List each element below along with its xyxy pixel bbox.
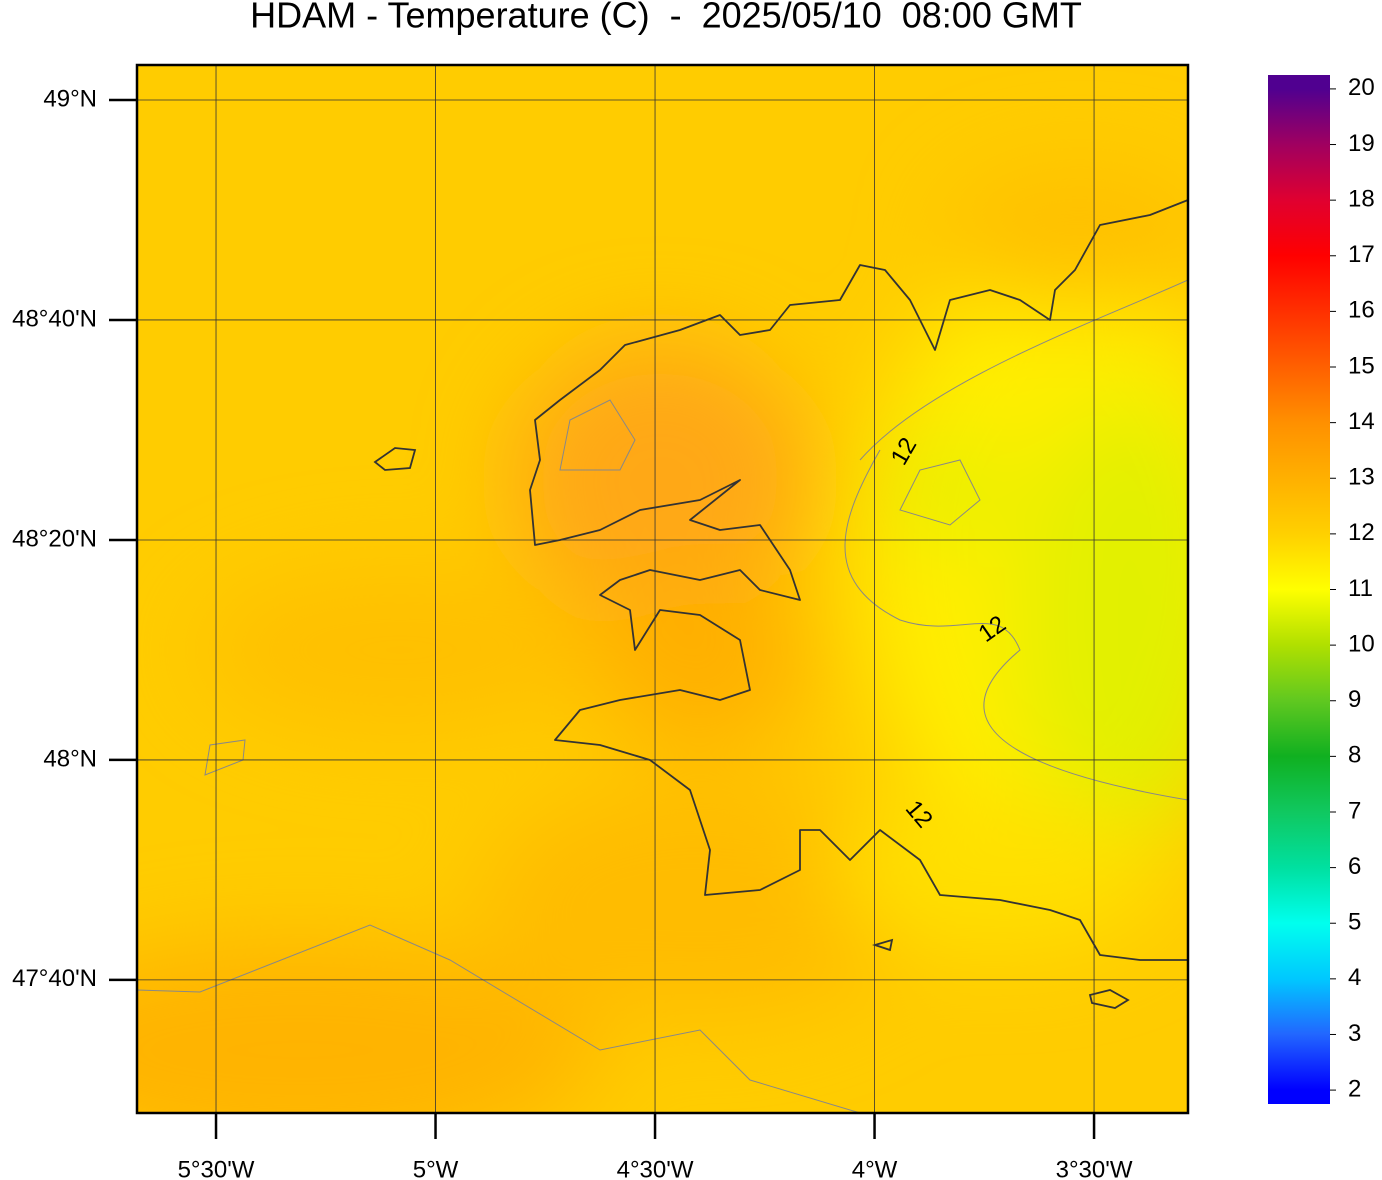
colorbar-label: 11 [1348,575,1373,602]
x-tick-label: 5°30'W [178,1156,255,1180]
y-tick-label: 49°N [43,85,97,112]
colorbar-label: 7 [1348,797,1361,824]
colorbar-label: 4 [1348,964,1361,991]
plot-frame [135,63,1190,1115]
colorbar [1268,75,1330,1104]
y-tick-label: 48°40'N [12,305,97,332]
colorbar-label: 2 [1348,1075,1361,1102]
colorbar-label: 6 [1348,853,1361,880]
y-tick-label: 47°40'N [12,965,97,992]
colorbar-label: 20 [1348,74,1375,101]
colorbar-label: 12 [1348,519,1375,546]
colorbar-label: 8 [1348,742,1361,769]
x-tick-label: 4°W [852,1156,898,1180]
contour-lines [137,279,1188,1113]
colorbar-label: 10 [1348,630,1375,657]
colorbar-label: 5 [1348,909,1361,936]
chart-title: HDAM - Temperature (C) - 2025/05/10 08:0… [250,0,1082,36]
colorbar-label: 15 [1348,352,1375,379]
x-tick-label: 4°30'W [617,1156,694,1180]
colorbar-label: 16 [1348,297,1375,324]
temperature-field [137,65,1188,1113]
colorbar-label: 3 [1348,1020,1361,1047]
colorbar-label: 17 [1348,241,1375,268]
x-tick-label: 5°W [413,1156,459,1180]
x-tick-label: 3°30'W [1056,1156,1133,1180]
colorbar-label: 18 [1348,185,1375,212]
colorbar-label: 14 [1348,408,1375,435]
islands [373,447,1130,1009]
y-tick-label: 48°20'N [12,525,97,552]
colorbar-label: 9 [1348,686,1361,713]
y-tick-label: 48°N [43,745,97,772]
coastline [529,199,1188,961]
colorbar-label: 19 [1348,130,1375,157]
colorbar-label: 13 [1348,464,1375,491]
